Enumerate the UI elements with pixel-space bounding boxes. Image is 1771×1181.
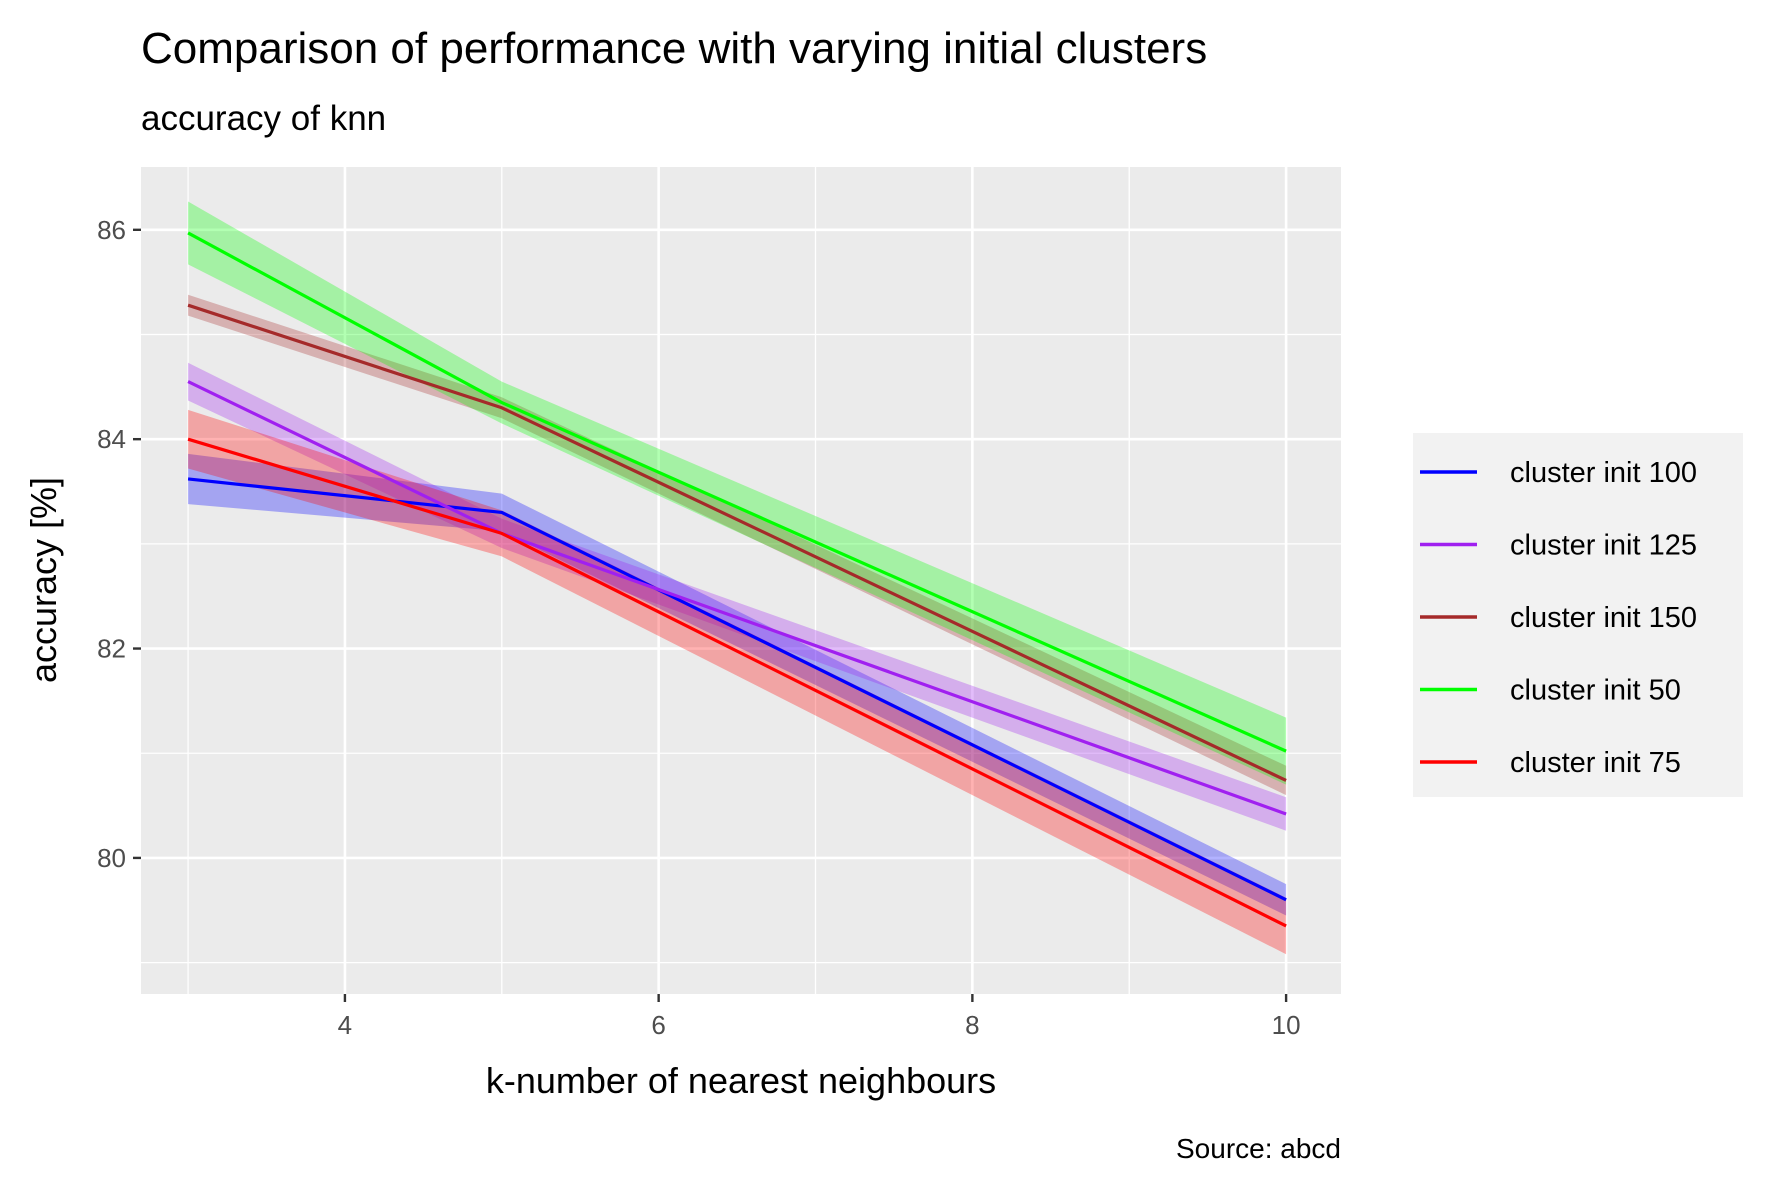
ribbon-cluster-init-150 [188, 294, 1287, 796]
line-cluster-init-75 [187, 437, 1287, 928]
line-cluster-init-150 [187, 303, 1287, 782]
ribbon-cluster-init-125 [188, 362, 1287, 831]
legend-label: cluster init 100 [1510, 457, 1697, 489]
x-axis-title: k-number of nearest neighbours [486, 1060, 996, 1101]
x-axis: 4 6 8 10 [338, 994, 1301, 1040]
ribbon-cluster-init-50 [188, 201, 1287, 785]
legend-label: cluster init 125 [1510, 530, 1697, 562]
x-tick-label: 4 [338, 1010, 352, 1040]
minor-gridlines [141, 167, 1341, 994]
caption: Source: abcd [1176, 1133, 1341, 1164]
y-axis: 80 82 84 86 [97, 215, 141, 873]
ribbon-cluster-init-100 [188, 453, 1287, 916]
line-cluster-init-100 [187, 477, 1287, 902]
chart-title: Comparison of performance with varying i… [141, 24, 1207, 73]
confidence-ribbons [188, 201, 1287, 955]
y-axis-title: accuracy [%] [23, 477, 64, 683]
y-tick-label: 86 [97, 215, 126, 245]
ribbon-cluster-init-75 [188, 409, 1287, 955]
x-tick-label: 10 [1272, 1010, 1301, 1040]
legend: cluster init 100 cluster init 125 cluster … [1413, 433, 1743, 797]
legend-label: cluster init 75 [1510, 747, 1681, 779]
legend-label: cluster init 50 [1510, 675, 1681, 707]
chart-subtitle: accuracy of knn [141, 99, 386, 138]
major-gridlines [141, 167, 1341, 994]
series-lines [187, 231, 1287, 928]
y-tick-label: 82 [97, 634, 126, 664]
x-tick-label: 6 [651, 1010, 665, 1040]
line-cluster-init-50 [187, 231, 1287, 753]
y-tick-label: 80 [97, 843, 126, 873]
legend-label: cluster init 150 [1510, 602, 1697, 634]
plot-panel [141, 167, 1341, 994]
x-tick-label: 8 [965, 1010, 979, 1040]
y-tick-label: 84 [97, 424, 126, 454]
